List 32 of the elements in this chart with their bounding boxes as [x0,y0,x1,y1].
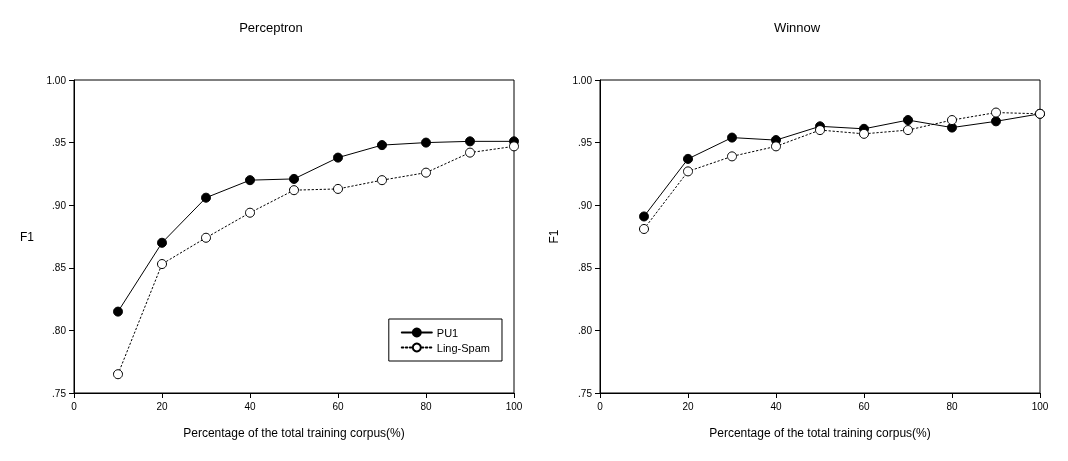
legend-label: Ling-Spam [436,341,491,354]
x-tick-label: 60 [858,400,870,412]
y-tick-label: .85 [52,262,67,274]
y-tick-label: .80 [578,324,593,336]
y-tick-label: 1.00 [46,74,67,86]
chart-title: Perceptron [239,20,303,35]
y-tick-label: .80 [52,324,67,336]
x-tick-label: 40 [770,400,782,412]
x-tick-label: 40 [244,400,256,412]
y-axis-title: F1 [547,229,561,244]
x-axis-title: Percentage of the total training corpus(%) [709,426,931,440]
x-tick-label: 20 [682,400,694,412]
x-tick-label: 60 [332,400,344,412]
x-tick-label: 0 [597,400,604,412]
x-tick-label: 100 [505,400,523,412]
x-tick-label: 100 [1031,400,1049,412]
y-tick-label: .90 [52,199,67,211]
y-tick-label: .95 [578,137,593,149]
y-tick-label: .75 [52,387,67,399]
legend-label: PU1 [436,326,459,339]
y-axis-title: F1 [19,229,35,244]
y-tick-label: .75 [578,387,593,399]
chart-title: Winnow [773,20,821,35]
x-tick-label: 0 [71,400,78,412]
y-tick-label: .95 [52,137,67,149]
y-tick-label: 1.00 [572,74,593,86]
x-axis-title: Percentage of the total training corpus(%) [183,426,405,440]
x-tick-label: 80 [946,400,958,412]
x-tick-label: 80 [420,400,432,412]
x-tick-label: 20 [156,400,168,412]
y-tick-label: .85 [578,262,593,274]
y-tick-label: .90 [578,199,593,211]
